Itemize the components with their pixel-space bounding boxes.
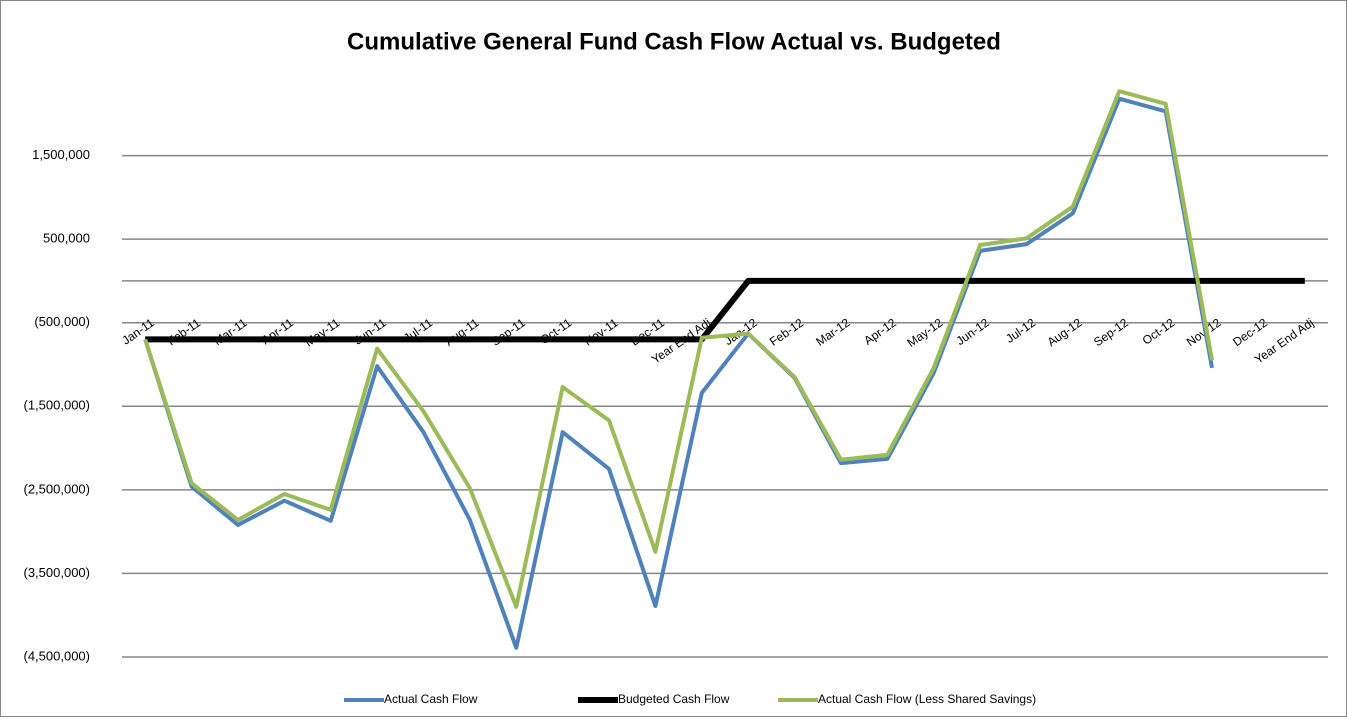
y-tick-label: (2,500,000)	[24, 481, 91, 496]
legend-label: Actual Cash Flow (Less Shared Savings)	[818, 692, 1036, 706]
y-tick-label: (4,500,000)	[24, 648, 91, 663]
legend-label: Actual Cash Flow	[384, 692, 478, 706]
y-tick-label: (500,000)	[34, 314, 90, 329]
y-tick-label: (1,500,000)	[24, 398, 91, 413]
y-tick-label: 500,000	[43, 231, 90, 246]
y-tick-label: 1,500,000	[32, 147, 90, 162]
chart-title: Cumulative General Fund Cash Flow Actual…	[347, 28, 1001, 55]
series-line	[143, 96, 1215, 650]
legend-label: Budgeted Cash Flow	[618, 692, 730, 706]
series-line	[145, 277, 1305, 343]
series-line	[143, 89, 1215, 609]
y-tick-label: (3,500,000)	[24, 565, 91, 580]
